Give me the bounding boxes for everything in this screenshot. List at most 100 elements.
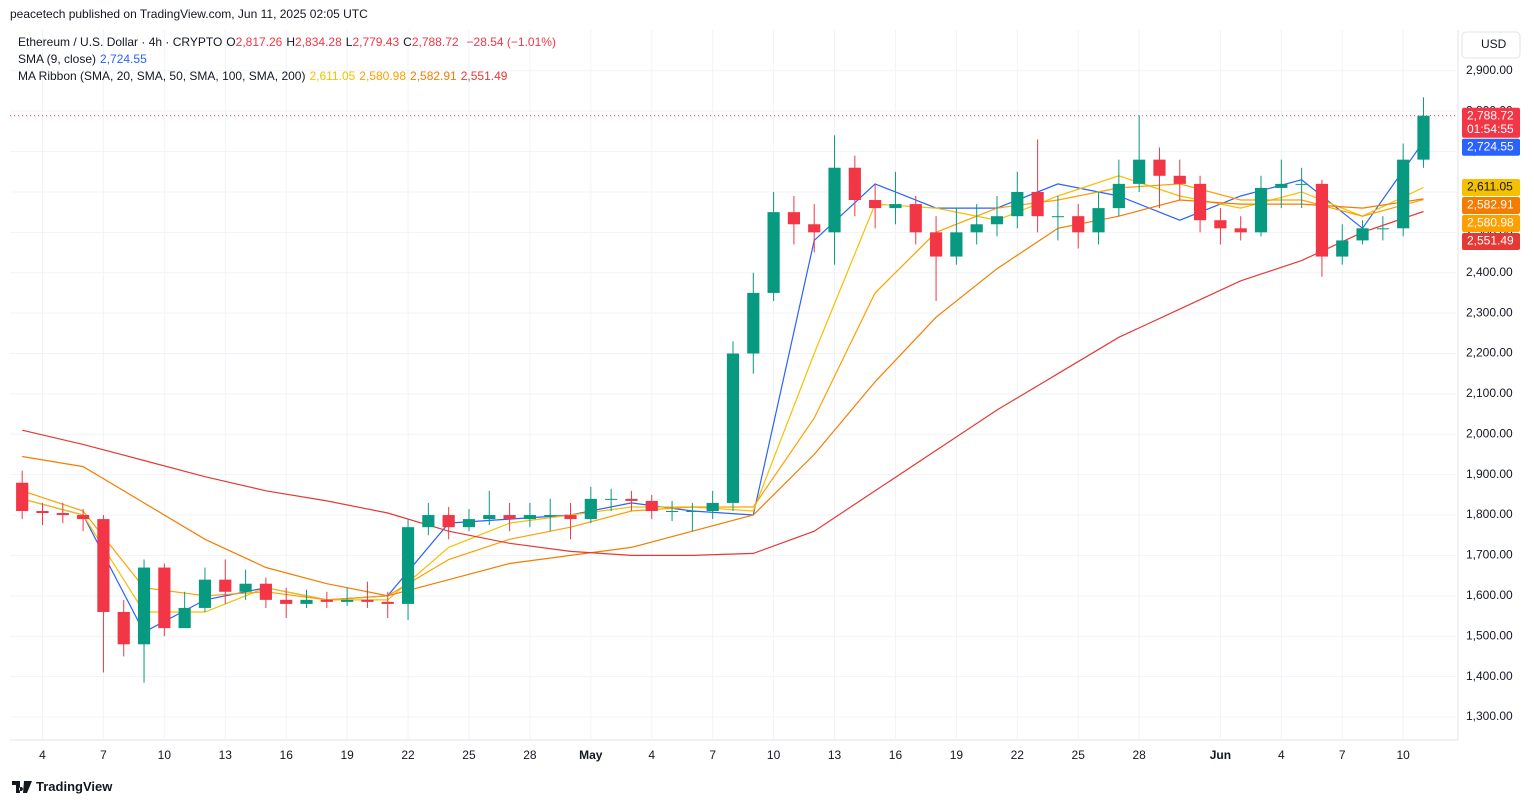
x-tick-label: 7 [100, 748, 107, 762]
y-tick-label: 1,500.00 [1466, 628, 1513, 642]
symbol[interactable]: Ethereum / U.S. Dollar · 4h · CRYPTO [18, 35, 223, 49]
price-tag-label: 2,724.55 [1467, 139, 1514, 153]
candle-body [442, 515, 455, 528]
candle-body [1315, 183, 1329, 257]
candle-body [97, 519, 110, 612]
x-tick-label: 10 [767, 748, 781, 762]
candle-body [1234, 228, 1247, 233]
candle-body [1356, 228, 1369, 241]
candle-body [625, 498, 638, 501]
y-tick-label: 1,900.00 [1466, 467, 1513, 481]
price-tag-label: 2,611.05 [1467, 180, 1513, 194]
x-tick-label: 4 [1278, 748, 1285, 762]
ma-line [22, 210, 1424, 556]
price-tag [1462, 107, 1520, 138]
candle-body [1254, 187, 1268, 233]
candle-body [869, 200, 882, 209]
candle-body [544, 515, 557, 517]
ohlc-value: 2,834.28 [295, 35, 342, 49]
price-tag-label: 2,788.72 [1467, 108, 1514, 122]
y-tick-label: 2,300.00 [1466, 305, 1513, 319]
ribbon-value: 2,551.49 [460, 69, 508, 83]
x-tick-label: 10 [158, 748, 172, 762]
candle-body [381, 601, 394, 604]
ohlc-value: 2,817.26 [235, 35, 283, 49]
candle-body [686, 511, 699, 513]
candle-body [706, 502, 719, 512]
x-tick-label: 7 [1339, 748, 1346, 762]
ohlc-label: C [403, 35, 412, 49]
candle-body [889, 204, 902, 209]
candle-body [1072, 216, 1085, 233]
ma-line [22, 198, 1424, 597]
x-tick-label: 10 [1396, 748, 1410, 762]
candle-body [300, 599, 313, 604]
price-tag [1462, 178, 1520, 196]
ma-line [22, 183, 1424, 601]
candle-body [1193, 183, 1207, 221]
change: −28.54 (−1.01%) [466, 35, 556, 49]
x-tick-label: 7 [709, 748, 716, 762]
sma-title[interactable]: SMA (9, close) [18, 52, 97, 66]
candle-body [1153, 159, 1166, 176]
candle-body [1336, 240, 1349, 257]
candle-body [462, 519, 476, 528]
currency-button[interactable] [1461, 31, 1521, 59]
y-tick-label: 1,800.00 [1466, 507, 1513, 521]
candle-body [1173, 175, 1186, 184]
ribbon-value: 2,611.05 [309, 69, 356, 83]
candle-body [56, 513, 69, 516]
candle-body [341, 599, 354, 602]
publisher-note: peacetech published on TradingView.com, … [10, 7, 368, 21]
ribbon-legend: MA Ribbon (SMA, 20, SMA, 50, SMA, 100, S… [18, 69, 511, 83]
x-tick-label: 16 [889, 748, 903, 762]
price-tag [1462, 138, 1520, 156]
candle-body [137, 567, 151, 645]
candle-body [422, 515, 435, 528]
ohlc-value: 2,788.72 [411, 35, 459, 49]
ma-line [22, 175, 1424, 613]
candle-body [1397, 159, 1410, 229]
candle-body [16, 482, 29, 512]
brand-name: TradingView [36, 779, 113, 794]
x-tick-label: 13 [828, 748, 842, 762]
candle-body [787, 212, 801, 225]
candle-body [665, 511, 679, 513]
candle-body [1417, 115, 1430, 160]
price-tag-label: 2,580.98 [1467, 216, 1514, 230]
candle-body [523, 515, 536, 520]
x-tick-label: 19 [340, 748, 354, 762]
ohlc: O2,817.26 H2,834.28 L2,779.43 C2,788.72 [226, 35, 462, 49]
y-tick-label: 2,400.00 [1466, 265, 1513, 279]
candle-body [828, 167, 841, 233]
candle-body [909, 204, 922, 233]
x-tick-label: May [579, 748, 603, 762]
candle-body [280, 599, 293, 604]
candle-body [1133, 159, 1146, 184]
price-tag-label: 2,551.49 [1467, 234, 1514, 248]
y-tick-label: 1,400.00 [1466, 669, 1513, 683]
candle-body [970, 224, 983, 233]
candle-body [1051, 216, 1065, 218]
price-tag [1462, 196, 1520, 214]
ohlc-label: L [345, 35, 353, 49]
brand-logo [12, 780, 32, 793]
currency[interactable]: USD [1481, 37, 1507, 51]
ma-line [22, 141, 1424, 634]
brand[interactable]: TradingView [12, 779, 112, 794]
candle-body [584, 498, 597, 520]
ohlc-label: H [286, 35, 296, 49]
candle-body [178, 607, 191, 629]
candle-body [259, 583, 272, 600]
ribbon-title[interactable]: MA Ribbon (SMA, 20, SMA, 50, SMA, 100, S… [18, 69, 306, 83]
candle-body [158, 567, 171, 629]
candle-body [808, 224, 821, 233]
candle-body [848, 167, 861, 201]
candle-body [1376, 228, 1389, 230]
x-tick-label: 19 [950, 748, 964, 762]
candle-body [1112, 183, 1125, 209]
candle-body [1031, 191, 1044, 217]
y-tick-label: 1,600.00 [1466, 588, 1513, 602]
